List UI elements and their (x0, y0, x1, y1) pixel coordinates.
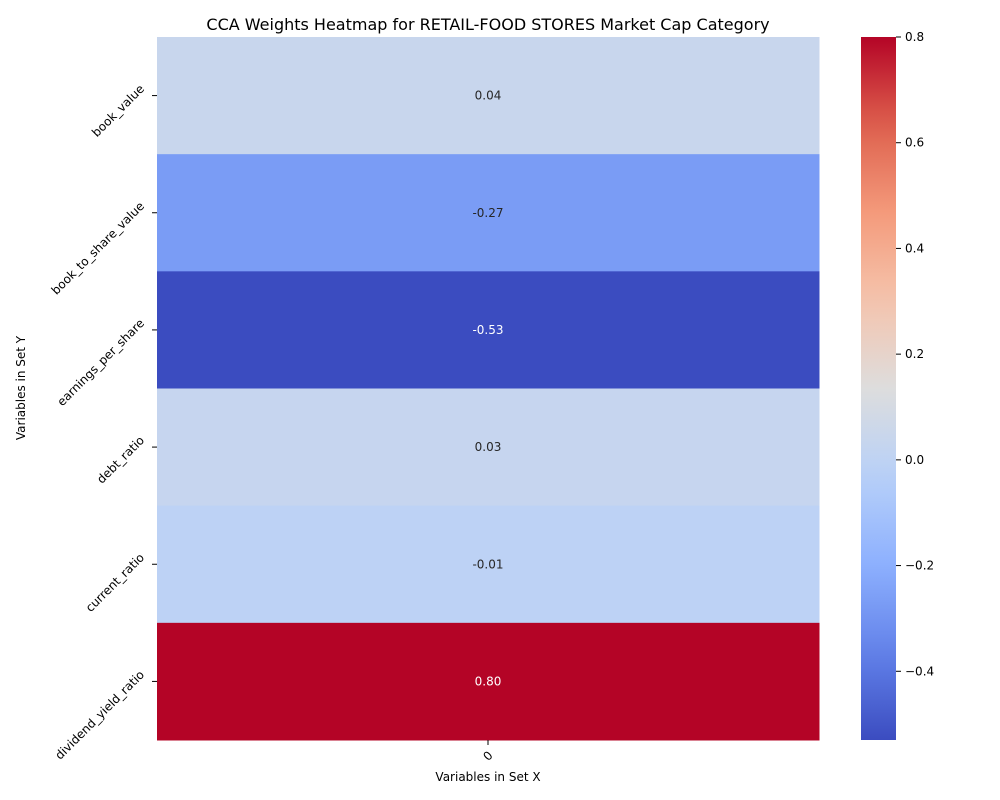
colorbar-tick-label: 0.2 (905, 347, 924, 361)
colorbar-tick-label: 0.8 (905, 30, 924, 44)
cell-value-label: -0.01 (472, 557, 503, 571)
heatmap-cells: 0.04 -0.27 -0.53 0.03 -0.01 0.80 (157, 37, 820, 741)
cell-value-label: 0.80 (475, 674, 502, 688)
colorbar-tick-label: −0.2 (905, 559, 934, 573)
colorbar-tick-label: 0.0 (905, 453, 924, 467)
heatmap-cell (157, 271, 820, 389)
heatmap-cell (157, 505, 820, 624)
y-tick-label: current_ratio (83, 550, 147, 614)
y-tick-label: earnings_per_share (54, 316, 147, 409)
y-tick-label: debt_ratio (94, 433, 147, 486)
heatmap-cell (157, 154, 820, 272)
colorbar-tick-label: −0.4 (905, 664, 934, 678)
y-tick-label: book_to_share_value (49, 199, 148, 298)
heatmap-cell (157, 622, 820, 741)
colorbar-tick-label: 0.4 (905, 241, 924, 255)
cell-value-label: 0.04 (475, 89, 502, 103)
y-axis-label: Variables in Set Y (14, 335, 28, 440)
y-axis-ticks: book_value book_to_share_value earnings_pe… (49, 82, 157, 763)
x-axis-label: Variables in Set X (435, 770, 540, 784)
heatmap-cell (157, 37, 820, 155)
x-axis-ticks: 0 (480, 740, 496, 764)
heatmap-cell (157, 388, 820, 507)
chart-title: CCA Weights Heatmap for RETAIL-FOOD STOR… (206, 15, 769, 34)
cell-value-label: 0.03 (475, 440, 502, 454)
y-tick-label: dividend_yield_ratio (52, 668, 147, 763)
cell-value-label: -0.53 (472, 323, 503, 337)
colorbar-gradient (861, 37, 896, 740)
y-tick-label: book_value (89, 82, 147, 140)
x-tick-label: 0 (480, 748, 495, 763)
colorbar-tick-label: 0.6 (905, 136, 924, 150)
cell-value-label: -0.27 (472, 206, 503, 220)
colorbar: −0.4 −0.2 0.0 0.2 0.4 0.6 0.8 (861, 30, 934, 740)
